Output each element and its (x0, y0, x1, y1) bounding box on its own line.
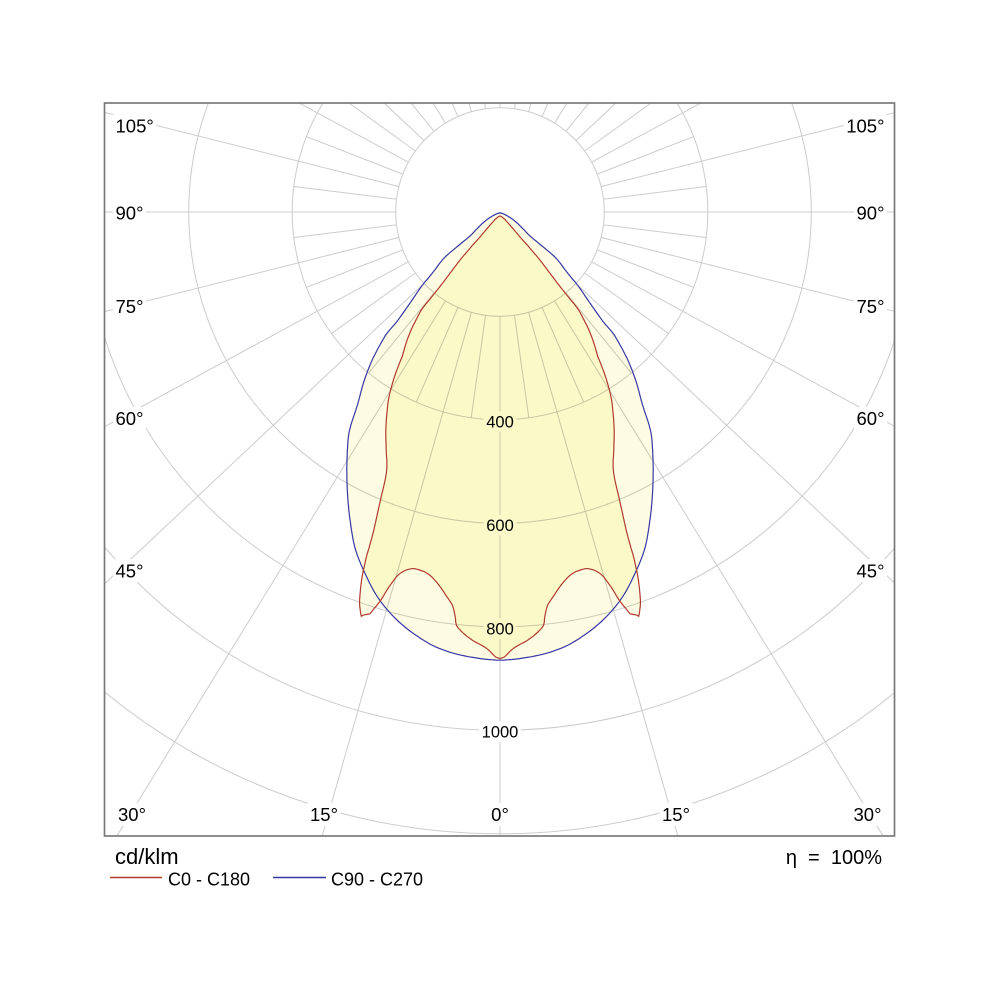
svg-text:105°: 105° (846, 116, 884, 137)
svg-text:15°: 15° (662, 804, 690, 825)
svg-text:75°: 75° (116, 296, 144, 317)
svg-text:105°: 105° (116, 116, 154, 137)
svg-text:75°: 75° (857, 296, 885, 317)
svg-text:0°: 0° (491, 804, 509, 825)
svg-text:C0 - C180: C0 - C180 (168, 869, 250, 889)
svg-text:60°: 60° (116, 408, 144, 429)
svg-text:1000: 1000 (482, 723, 519, 741)
svg-text:90°: 90° (857, 203, 885, 224)
svg-text:400: 400 (486, 413, 514, 431)
svg-text:η = 100%: η = 100% (786, 847, 882, 869)
svg-text:30°: 30° (118, 804, 146, 825)
svg-text:cd/klm: cd/klm (115, 844, 179, 869)
svg-text:45°: 45° (857, 561, 885, 582)
svg-text:600: 600 (486, 517, 514, 535)
svg-text:30°: 30° (854, 804, 882, 825)
svg-text:800: 800 (486, 620, 514, 638)
svg-text:90°: 90° (116, 203, 144, 224)
svg-text:15°: 15° (310, 804, 338, 825)
svg-text:C90 - C270: C90 - C270 (331, 869, 423, 889)
svg-text:45°: 45° (116, 561, 144, 582)
svg-text:60°: 60° (857, 408, 885, 429)
